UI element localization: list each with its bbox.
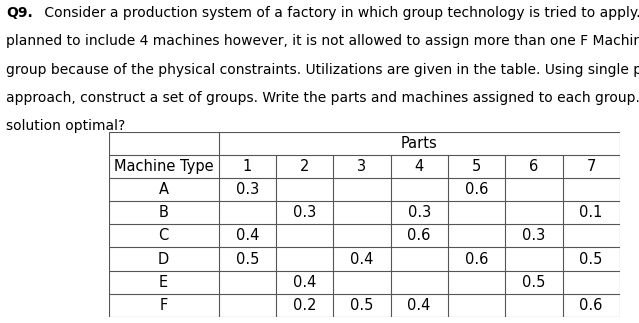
Text: 0.5: 0.5 xyxy=(522,275,546,289)
Text: 0.4: 0.4 xyxy=(408,297,431,313)
Text: solution optimal?: solution optimal? xyxy=(6,120,126,133)
Text: Parts: Parts xyxy=(401,136,438,151)
Text: 0.5: 0.5 xyxy=(236,252,259,266)
Text: 4: 4 xyxy=(415,160,424,174)
Text: Q9.: Q9. xyxy=(6,5,33,20)
Text: 0.4: 0.4 xyxy=(293,275,316,289)
Text: 0.3: 0.3 xyxy=(522,228,546,244)
Text: group because of the physical constraints. Utilizations are given in the table. : group because of the physical constraint… xyxy=(6,63,639,77)
Text: 5: 5 xyxy=(472,160,481,174)
Text: D: D xyxy=(158,252,169,266)
Text: 0.5: 0.5 xyxy=(350,297,374,313)
Text: planned to include 4 machines however, it is not allowed to assign more than one: planned to include 4 machines however, i… xyxy=(6,34,639,48)
Text: 0.4: 0.4 xyxy=(350,252,374,266)
Text: 0.3: 0.3 xyxy=(408,205,431,221)
Text: 0.4: 0.4 xyxy=(236,228,259,244)
Text: Consider a production system of a factory in which group technology is tried to : Consider a production system of a factor… xyxy=(40,5,639,20)
Text: 0.6: 0.6 xyxy=(465,252,488,266)
Text: 0.3: 0.3 xyxy=(236,182,259,197)
Text: 0.6: 0.6 xyxy=(465,182,488,197)
Text: 6: 6 xyxy=(529,160,539,174)
Text: 0.5: 0.5 xyxy=(580,252,603,266)
Text: 2: 2 xyxy=(300,160,309,174)
Text: 0.2: 0.2 xyxy=(293,297,316,313)
Text: F: F xyxy=(160,297,167,313)
Text: 0.6: 0.6 xyxy=(408,228,431,244)
Text: 7: 7 xyxy=(587,160,596,174)
Text: 0.3: 0.3 xyxy=(293,205,316,221)
Text: E: E xyxy=(159,275,168,289)
Text: B: B xyxy=(158,205,169,221)
Text: 0.6: 0.6 xyxy=(580,297,603,313)
Text: A: A xyxy=(158,182,169,197)
Text: C: C xyxy=(158,228,169,244)
Text: Machine Type: Machine Type xyxy=(114,160,213,174)
Text: 1: 1 xyxy=(243,160,252,174)
Text: 3: 3 xyxy=(357,160,366,174)
Text: 0.1: 0.1 xyxy=(580,205,603,221)
Text: approach, construct a set of groups. Write the parts and machines assigned to ea: approach, construct a set of groups. Wri… xyxy=(6,91,639,105)
